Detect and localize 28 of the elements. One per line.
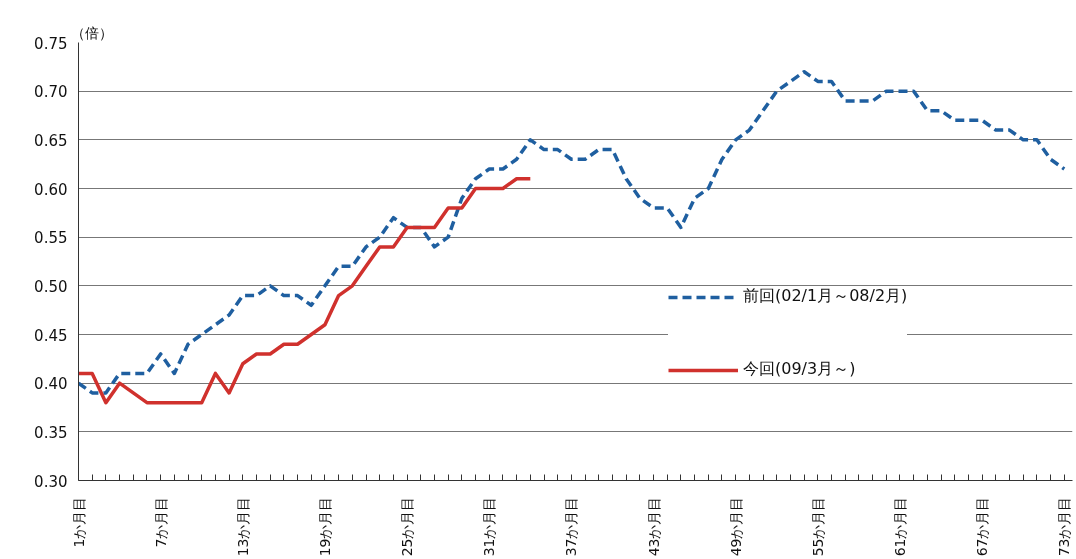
- x-tick-label: 13か月目: [234, 496, 251, 557]
- x-tick-label: 61か月目: [891, 496, 908, 557]
- y-tick-label: 0.70: [34, 83, 68, 102]
- y-tick-label: 0.55: [34, 229, 68, 248]
- x-tick-label: 19か月目: [316, 496, 333, 557]
- y-axis-title: （倍）: [70, 24, 113, 41]
- x-tick-label: 37か月目: [563, 496, 580, 557]
- x-tick-label: 31か月目: [481, 496, 498, 557]
- x-tick-label: 43か月目: [645, 496, 662, 557]
- legend-label: 前回(02/1月～08/2月): [743, 286, 908, 307]
- y-tick-label: 0.45: [34, 326, 68, 345]
- y-tick-label: 0.50: [34, 277, 68, 296]
- x-tick-label: 1か月目: [70, 496, 87, 548]
- legend-label: 今回(09/3月～): [743, 359, 856, 380]
- x-tick-label: 67か月目: [974, 496, 991, 557]
- x-tick-label: 25か月目: [399, 496, 416, 557]
- y-tick-label: 0.40: [34, 375, 68, 394]
- x-tick-label: 7か月目: [152, 496, 169, 548]
- line-series: [78, 69, 1067, 395]
- y-tick-label: 0.35: [34, 423, 68, 442]
- y-tick-label: 0.65: [34, 131, 68, 150]
- y-tick-label: 0.60: [34, 180, 68, 199]
- y-tick-label: 0.75: [34, 34, 68, 53]
- x-tick-label: 55か月目: [809, 496, 826, 557]
- y-tick-label: 0.30: [34, 472, 68, 491]
- line-series: [78, 177, 533, 405]
- x-tick-label: 49か月目: [727, 496, 744, 557]
- x-tick-label: 73か月目: [1056, 496, 1073, 557]
